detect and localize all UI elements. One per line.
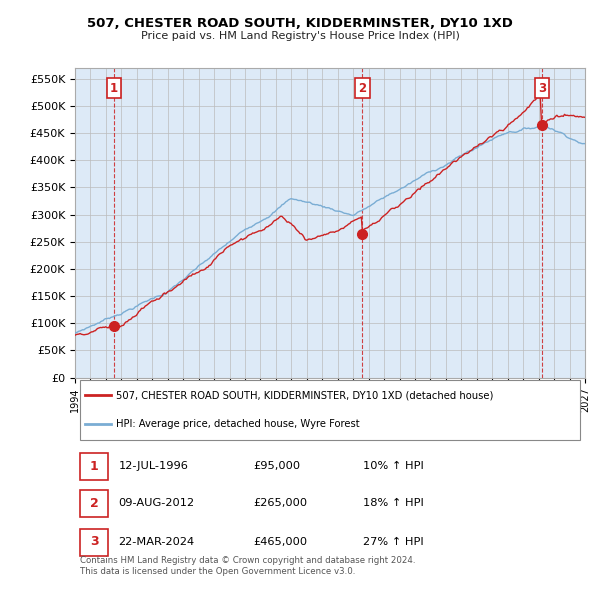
Text: 507, CHESTER ROAD SOUTH, KIDDERMINSTER, DY10 1XD: 507, CHESTER ROAD SOUTH, KIDDERMINSTER, …: [87, 17, 513, 30]
Text: 09-AUG-2012: 09-AUG-2012: [118, 498, 194, 508]
Text: £465,000: £465,000: [254, 536, 308, 546]
Text: 10% ↑ HPI: 10% ↑ HPI: [363, 461, 424, 471]
Text: Contains HM Land Registry data © Crown copyright and database right 2024.
This d: Contains HM Land Registry data © Crown c…: [80, 556, 416, 576]
Text: 2: 2: [90, 497, 98, 510]
Text: 3: 3: [538, 82, 546, 95]
FancyBboxPatch shape: [80, 454, 108, 480]
Text: 12-JUL-1996: 12-JUL-1996: [118, 461, 188, 471]
Text: 18% ↑ HPI: 18% ↑ HPI: [363, 498, 424, 508]
Text: 507, CHESTER ROAD SOUTH, KIDDERMINSTER, DY10 1XD (detached house): 507, CHESTER ROAD SOUTH, KIDDERMINSTER, …: [116, 390, 493, 400]
Text: 1: 1: [90, 460, 98, 473]
FancyBboxPatch shape: [80, 529, 108, 556]
Text: 22-MAR-2024: 22-MAR-2024: [118, 536, 194, 546]
FancyBboxPatch shape: [80, 490, 108, 517]
Text: 3: 3: [90, 535, 98, 548]
Text: £95,000: £95,000: [254, 461, 301, 471]
Text: HPI: Average price, detached house, Wyre Forest: HPI: Average price, detached house, Wyre…: [116, 419, 359, 429]
Text: 27% ↑ HPI: 27% ↑ HPI: [363, 536, 424, 546]
Text: 1: 1: [110, 82, 118, 95]
Text: 2: 2: [358, 82, 367, 95]
Text: £265,000: £265,000: [254, 498, 308, 508]
FancyBboxPatch shape: [80, 380, 580, 440]
Text: Price paid vs. HM Land Registry's House Price Index (HPI): Price paid vs. HM Land Registry's House …: [140, 31, 460, 41]
